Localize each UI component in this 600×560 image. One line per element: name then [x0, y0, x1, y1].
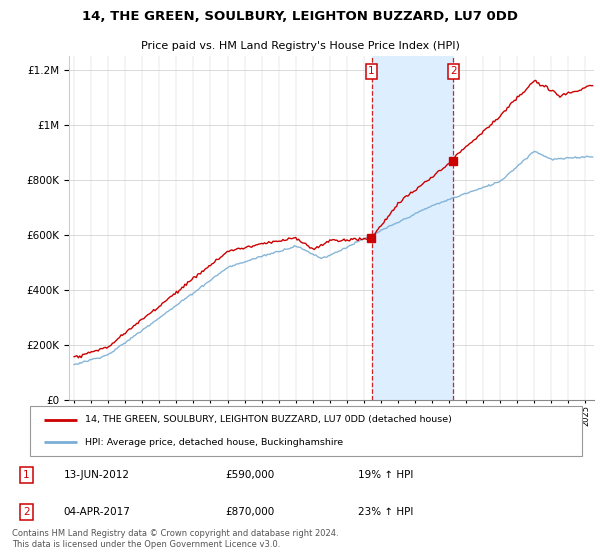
- FancyBboxPatch shape: [30, 406, 582, 456]
- Text: 1: 1: [23, 470, 30, 479]
- Text: 14, THE GREEN, SOULBURY, LEIGHTON BUZZARD, LU7 0DD (detached house): 14, THE GREEN, SOULBURY, LEIGHTON BUZZAR…: [85, 415, 452, 424]
- Text: 04-APR-2017: 04-APR-2017: [64, 507, 131, 517]
- Text: £590,000: £590,000: [225, 470, 274, 479]
- Text: 14, THE GREEN, SOULBURY, LEIGHTON BUZZARD, LU7 0DD: 14, THE GREEN, SOULBURY, LEIGHTON BUZZAR…: [82, 11, 518, 24]
- Text: 13-JUN-2012: 13-JUN-2012: [64, 470, 130, 479]
- Text: 23% ↑ HPI: 23% ↑ HPI: [358, 507, 413, 517]
- Text: 19% ↑ HPI: 19% ↑ HPI: [358, 470, 413, 479]
- Text: 1: 1: [368, 67, 375, 77]
- Text: Contains HM Land Registry data © Crown copyright and database right 2024.
This d: Contains HM Land Registry data © Crown c…: [12, 529, 338, 549]
- Text: Price paid vs. HM Land Registry's House Price Index (HPI): Price paid vs. HM Land Registry's House …: [140, 41, 460, 50]
- Text: 2: 2: [450, 67, 457, 77]
- Text: 2: 2: [23, 507, 30, 517]
- Text: HPI: Average price, detached house, Buckinghamshire: HPI: Average price, detached house, Buck…: [85, 438, 343, 447]
- Text: £870,000: £870,000: [225, 507, 274, 517]
- Bar: [371, 56, 454, 400]
